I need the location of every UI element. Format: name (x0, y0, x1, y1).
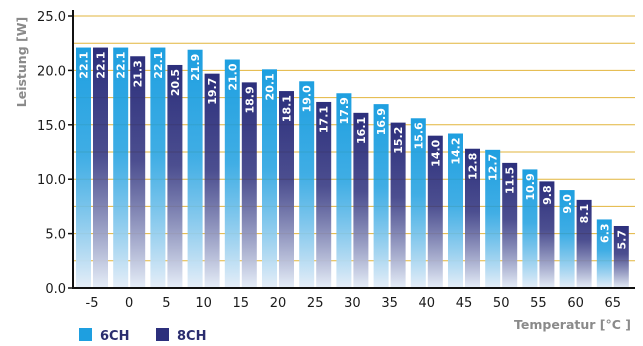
data-label: 12.7 (487, 154, 500, 181)
data-label: 8.1 (578, 204, 591, 224)
data-label: 10.9 (524, 173, 537, 200)
bar-6ch-5 (150, 47, 166, 288)
bar-6ch-10 (187, 49, 203, 289)
data-label: 17.9 (338, 97, 351, 124)
data-label: 14.2 (450, 138, 463, 165)
data-label: 6.3 (598, 223, 611, 243)
data-label: 9.0 (561, 194, 574, 214)
x-tick-labels: -5 0 5 10 15 20 25 30 35 40 45 50 55 60 65 (86, 296, 622, 311)
y-tick-label: 25.0 (37, 10, 66, 25)
bar-8ch-0 (130, 56, 146, 289)
y-tick-label: 20.0 (37, 64, 66, 79)
y-axis-title: Leistung [W] (14, 17, 29, 107)
bar-8ch-45 (465, 148, 480, 288)
data-label: 15.6 (412, 122, 425, 149)
bars (76, 47, 629, 289)
data-label: 22.1 (152, 52, 165, 79)
data-label: 19.0 (301, 85, 314, 112)
bar-8ch-55 (539, 181, 555, 288)
x-tick-label: -5 (86, 296, 99, 311)
x-tick-label: 5 (162, 296, 170, 311)
data-label: 9.8 (541, 185, 554, 205)
axes (68, 10, 635, 289)
data-label: 22.1 (95, 52, 108, 79)
data-label: 18.1 (281, 95, 294, 122)
x-tick-label: 40 (419, 296, 436, 311)
bar-8ch--5 (93, 47, 108, 288)
bar-6ch-0 (113, 47, 129, 288)
legend-swatch-6ch (79, 328, 92, 341)
y-tick-label: 10.0 (37, 173, 66, 188)
y-tick-labels: 0.0 5.0 10.0 15.0 20.0 25.0 (37, 10, 66, 297)
data-label: 18.9 (243, 86, 256, 113)
bar-6ch-30 (336, 93, 352, 288)
bar-8ch-35 (390, 122, 406, 289)
data-label: 16.1 (355, 117, 368, 144)
bar-6ch-65 (596, 219, 612, 288)
data-label: 16.9 (375, 108, 388, 135)
data-label: 22.1 (115, 52, 128, 79)
x-tick-label: 45 (456, 296, 473, 311)
x-tick-label: 35 (381, 296, 398, 311)
data-label: 22.1 (78, 52, 91, 79)
bar-8ch-65 (613, 225, 629, 288)
bar-6ch-25 (299, 81, 315, 288)
x-axis-title: Temperatur [°C ] (514, 317, 631, 332)
y-tick-label: 5.0 (45, 228, 66, 243)
bar-6ch-45 (448, 133, 463, 288)
legend-label-8ch: 8CH (177, 329, 206, 344)
bar-6ch-55 (522, 169, 538, 288)
data-label: 11.5 (504, 167, 517, 194)
data-label: 21.3 (132, 60, 145, 87)
bar-8ch-30 (353, 112, 369, 288)
bar-8ch-5 (167, 64, 183, 289)
x-tick-label: 0 (125, 296, 133, 311)
bar-6ch-20 (262, 69, 277, 288)
bar-8ch-20 (279, 91, 294, 289)
y-tick-label: 0.0 (45, 282, 66, 297)
data-labels: 22.1 22.1 22.1 21.9 21.0 20.1 19.0 17.9 16.9 15.6… (78, 52, 629, 250)
bar-6ch-60 (559, 190, 575, 288)
x-tick-label: 50 (493, 296, 510, 311)
bar-8ch-25 (316, 101, 332, 289)
bar-6ch-40 (410, 118, 426, 288)
x-tick-label: 20 (270, 296, 287, 311)
data-label: 19.7 (206, 78, 219, 105)
x-tick-label: 15 (233, 296, 250, 311)
data-label: 20.5 (169, 69, 182, 96)
legend: 6CH 8CH (79, 328, 206, 344)
bar-8ch-50 (502, 162, 518, 288)
x-tick-label: 55 (530, 296, 547, 311)
data-label: 21.0 (226, 63, 239, 90)
y-tick-label: 15.0 (37, 119, 66, 134)
bar-8ch-40 (427, 135, 443, 288)
bar-8ch-60 (576, 199, 592, 288)
x-tick-label: 25 (307, 296, 324, 311)
data-label: 21.9 (189, 54, 202, 81)
bar-6ch-35 (373, 104, 389, 289)
bar-8ch-15 (241, 82, 257, 288)
legend-swatch-8ch (156, 328, 169, 341)
data-label: 14.0 (429, 139, 442, 166)
legend-label-6ch: 6CH (100, 329, 129, 344)
data-label: 20.1 (264, 73, 277, 100)
data-label: 15.2 (392, 127, 405, 154)
x-tick-label: 65 (605, 296, 622, 311)
data-label: 17.1 (318, 106, 331, 133)
bar-8ch-10 (204, 73, 220, 288)
x-tick-label: 10 (195, 296, 212, 311)
bar-6ch--5 (76, 47, 91, 288)
x-tick-label: 60 (567, 296, 584, 311)
data-label: 12.8 (467, 153, 480, 180)
bar-6ch-50 (485, 149, 501, 288)
bar-6ch-15 (224, 59, 240, 288)
x-tick-label: 30 (344, 296, 361, 311)
data-label: 5.7 (615, 230, 628, 250)
